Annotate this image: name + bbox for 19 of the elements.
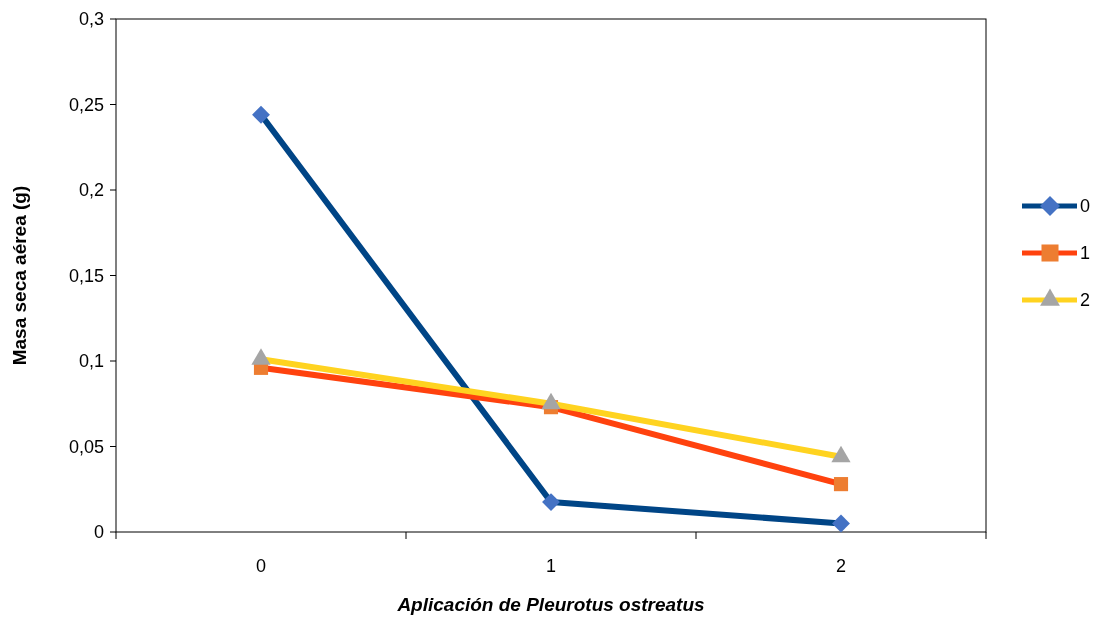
x-axis-title: Aplicación de Pleurotus ostreatus [396,594,705,615]
point [252,105,270,124]
legend-label: 0 [1080,196,1091,217]
y-tick-label: 0,2 [78,180,104,201]
legend-label: 1 [1080,243,1091,264]
x-tick-label: 0 [255,556,267,576]
y-tick-label: 0,3 [78,9,104,30]
point [833,477,849,492]
legend-label: 2 [1080,290,1091,311]
y-tick-label: 0,25 [68,94,104,115]
x-tick-label: 1 [545,556,557,576]
y-tick-label: 0,15 [68,265,104,286]
y-axis-title: Masa seca aérea (g) [9,185,30,366]
y-tick-label: 0,05 [68,436,104,457]
point [832,514,850,533]
x-tick-label: 2 [835,556,847,576]
y-tick-label: 0 [93,522,104,543]
point [542,493,560,512]
y-tick-label: 0,1 [78,351,104,372]
